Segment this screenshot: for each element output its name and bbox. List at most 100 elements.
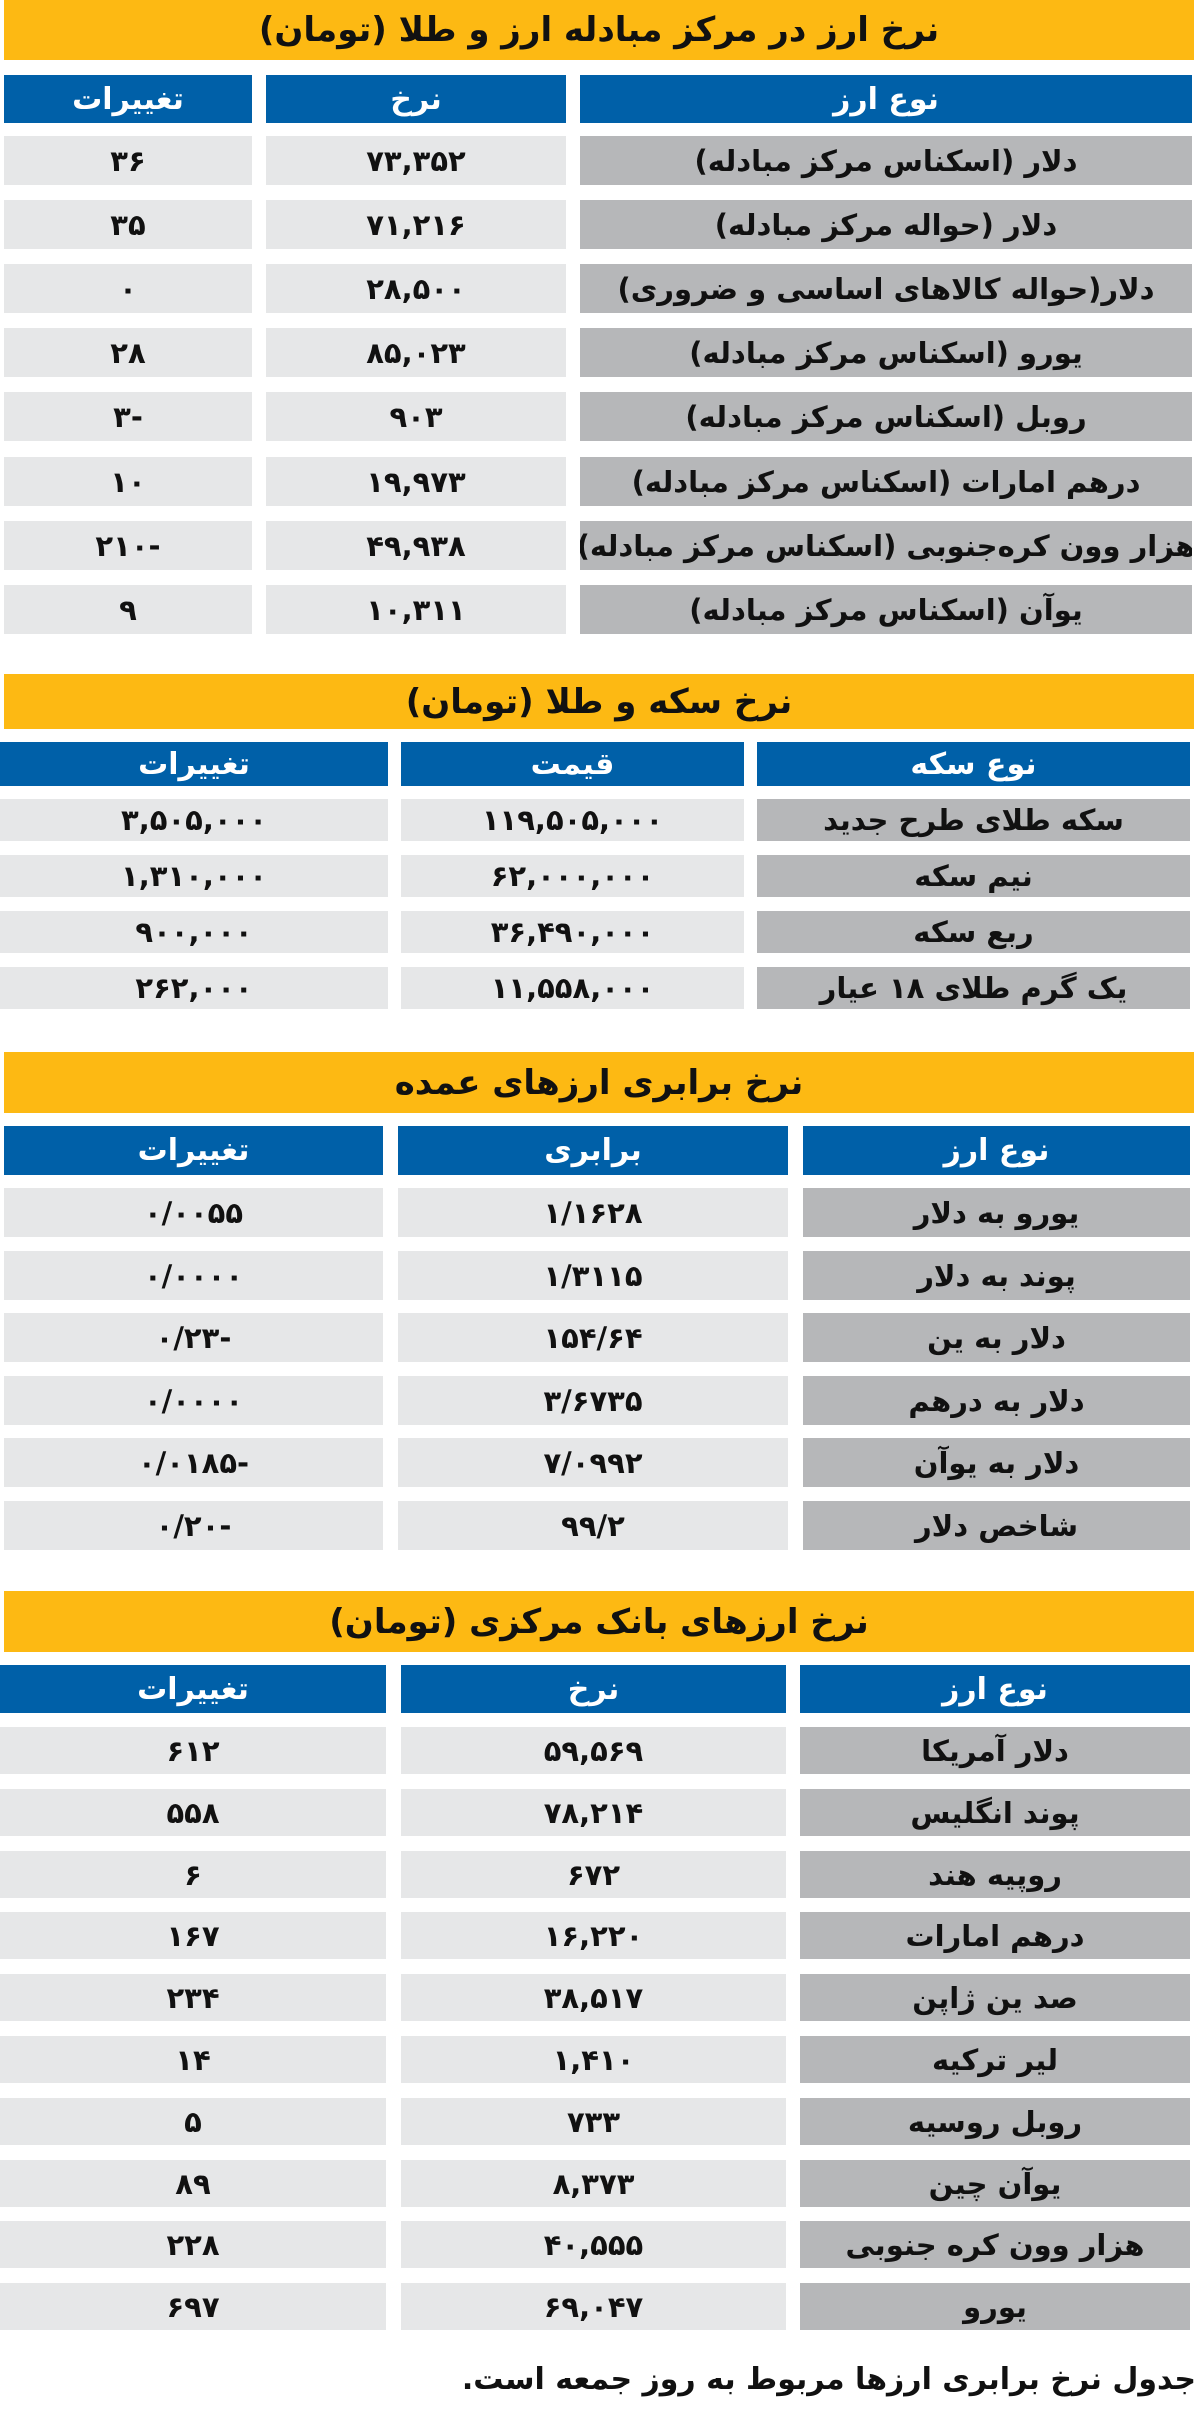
header-rate: نرخ	[401, 1665, 786, 1713]
table-row-change-cell: ۶۹۷	[0, 2283, 386, 2330]
table-row-currency-type-cell: شاخص دلار	[803, 1501, 1190, 1550]
table-row-currency-type-cell: پوند انگلیس	[800, 1789, 1190, 1836]
table-row-change-cell: -۰/۲۰	[4, 1501, 383, 1550]
table-row-currency-type-cell: دلار (حواله مرکز مبادله)	[580, 200, 1192, 249]
header-currency-type: نوع ارز	[803, 1126, 1190, 1175]
table-row-currency-type-cell: سکه طلای طرح جدید	[757, 799, 1190, 841]
table-row-change-cell: ۹	[4, 585, 252, 634]
table-row-currency-type-cell: صد ین ژاپن	[800, 1974, 1190, 2021]
table-row-rate-cell: ۳۸,۵۱۷	[401, 1974, 786, 2021]
table-row-change-cell: ۱۰	[4, 457, 252, 506]
header-rate: نرخ	[266, 75, 566, 123]
table-row-rate-cell: ۷۳۳	[401, 2098, 786, 2145]
table-row-currency-type-cell: یک گرم طلای ۱۸ عیار	[757, 967, 1190, 1009]
table-row-change-cell: ۰/۰۰۰۰	[4, 1376, 383, 1425]
table-row-rate-cell: ۴۰,۵۵۵	[401, 2221, 786, 2268]
table-row-change-cell: ۳۵	[4, 200, 252, 249]
table-row-currency-type-cell: نیم سکه	[757, 855, 1190, 897]
table-row-change-cell: ۰/۰۰۵۵	[4, 1188, 383, 1237]
table-row-rate-cell: ۱۰,۳۱۱	[266, 585, 566, 634]
table-row-change-cell: ۳,۵۰۵,۰۰۰	[0, 799, 388, 841]
table-row-change-cell: ۳۶	[4, 136, 252, 185]
table-row-rate-cell: ۱۵۴/۶۴	[398, 1313, 788, 1362]
table-row-rate-cell: ۵۹,۵۶۹	[401, 1727, 786, 1774]
table-row-change-cell: ۰	[4, 264, 252, 313]
table-row-rate-cell: ۸,۳۷۳	[401, 2160, 786, 2207]
table-row-rate-cell: ۶۲,۰۰۰,۰۰۰	[401, 855, 744, 897]
table-row-currency-type-cell: پوند به دلار	[803, 1251, 1190, 1300]
table-row-currency-type-cell: روپیه هند	[800, 1851, 1190, 1898]
central-bank-rates-title: نرخ ارزهای بانک مرکزی (تومان)	[4, 1591, 1194, 1652]
header-change: تغییرات	[4, 1126, 383, 1175]
table-row-rate-cell: ۱/۱۶۲۸	[398, 1188, 788, 1237]
table-row-change-cell: -۰/۲۳	[4, 1313, 383, 1362]
table-row-change-cell: ۰/۰۰۰۰	[4, 1251, 383, 1300]
table-row-change-cell: ۲۸	[4, 328, 252, 377]
header-rate: قیمت	[401, 742, 744, 786]
table-row-change-cell: ۶	[0, 1851, 386, 1898]
table-row-rate-cell: ۷۱,۲۱۶	[266, 200, 566, 249]
table-row-currency-type-cell: دلار آمریکا	[800, 1727, 1190, 1774]
table-row-change-cell: ۲۶۲,۰۰۰	[0, 967, 388, 1009]
table-row-change-cell: ۲۳۴	[0, 1974, 386, 2021]
table-row-rate-cell: ۱۹,۹۷۳	[266, 457, 566, 506]
table-row-currency-type-cell: یورو (اسکناس مرکز مبادله)	[580, 328, 1192, 377]
table-row-rate-cell: ۳۶,۴۹۰,۰۰۰	[401, 911, 744, 953]
table-row-rate-cell: ۶۹,۰۴۷	[401, 2283, 786, 2330]
table-row-rate-cell: ۶۷۲	[401, 1851, 786, 1898]
table-row-rate-cell: ۳/۶۷۳۵	[398, 1376, 788, 1425]
table-row-change-cell: ۶۱۲	[0, 1727, 386, 1774]
table-row-currency-type-cell: دلار به ین	[803, 1313, 1190, 1362]
coin-gold-rates-title: نرخ سکه و طلا (تومان)	[4, 674, 1194, 729]
table-row-rate-cell: ۹۹/۲	[398, 1501, 788, 1550]
table-row-change-cell: -۰/۰۱۸۵	[4, 1438, 383, 1487]
table-row-rate-cell: ۲۸,۵۰۰	[266, 264, 566, 313]
table-row-rate-cell: ۱,۴۱۰	[401, 2036, 786, 2083]
header-rate: برابری	[398, 1126, 788, 1175]
table-row-rate-cell: ۱۶,۲۲۰	[401, 1912, 786, 1959]
table-row-change-cell: ۲۲۸	[0, 2221, 386, 2268]
table-row-currency-type-cell: لیر ترکیه	[800, 2036, 1190, 2083]
header-change: تغییرات	[0, 1665, 386, 1713]
table-row-currency-type-cell: دلار به درهم	[803, 1376, 1190, 1425]
table-row-rate-cell: ۷/۰۹۹۲	[398, 1438, 788, 1487]
table-row-rate-cell: ۷۸,۲۱۴	[401, 1789, 786, 1836]
table-row-change-cell: -۳	[4, 392, 252, 441]
header-currency-type: نوع سکه	[757, 742, 1190, 786]
table-row-currency-type-cell: یورو	[800, 2283, 1190, 2330]
table-row-currency-type-cell: درهم امارات	[800, 1912, 1190, 1959]
header-currency-type: نوع ارز	[800, 1665, 1190, 1713]
table-row-rate-cell: ۱۱۹,۵۰۵,۰۰۰	[401, 799, 744, 841]
table-row-currency-type-cell: یورو به دلار	[803, 1188, 1190, 1237]
table-row-change-cell: -۲۱۰	[4, 521, 252, 570]
table-row-currency-type-cell: روبل (اسکناس مرکز مبادله)	[580, 392, 1192, 441]
table-row-rate-cell: ۷۳,۳۵۲	[266, 136, 566, 185]
major-currency-parity-title: نرخ برابری ارزهای عمده	[4, 1052, 1194, 1113]
table-row-currency-type-cell: دلار(حواله کالاهای اساسی و ضروری)	[580, 264, 1192, 313]
table-row-change-cell: ۱,۳۱۰,۰۰۰	[0, 855, 388, 897]
table-row-currency-type-cell: ربع سکه	[757, 911, 1190, 953]
table-row-change-cell: ۱۶۷	[0, 1912, 386, 1959]
table-row-change-cell: ۱۴	[0, 2036, 386, 2083]
header-change: تغییرات	[0, 742, 388, 786]
header-change: تغییرات	[4, 75, 252, 123]
table-row-rate-cell: ۴۹,۹۳۸	[266, 521, 566, 570]
table-row-rate-cell: ۱/۳۱۱۵	[398, 1251, 788, 1300]
table-row-currency-type-cell: درهم امارات (اسکناس مرکز مبادله)	[580, 457, 1192, 506]
table-row-currency-type-cell: یوآن چین	[800, 2160, 1190, 2207]
table-row-currency-type-cell: هزار وون کره‌جنوبی (اسکناس مرکز مبادله)	[580, 521, 1192, 570]
table-row-currency-type-cell: یوآن (اسکناس مرکز مبادله)	[580, 585, 1192, 634]
table-row-currency-type-cell: روبل روسیه	[800, 2098, 1190, 2145]
table-row-rate-cell: ۹۰۳	[266, 392, 566, 441]
header-currency-type: نوع ارز	[580, 75, 1192, 123]
table-row-currency-type-cell: دلار به یوآن	[803, 1438, 1190, 1487]
footnote: جدول نرخ برابری ارزها مربوط به روز جمعه …	[461, 2362, 1196, 2397]
table-row-currency-type-cell: دلار (اسکناس مرکز مبادله)	[580, 136, 1192, 185]
table-row-change-cell: ۵	[0, 2098, 386, 2145]
table-row-change-cell: ۹۰۰,۰۰۰	[0, 911, 388, 953]
table-row-rate-cell: ۸۵,۰۲۳	[266, 328, 566, 377]
table-row-change-cell: ۸۹	[0, 2160, 386, 2207]
exchange-center-rates-title: نرخ ارز در مرکز مبادله ارز و طلا (تومان)	[4, 0, 1194, 60]
table-row-change-cell: ۵۵۸	[0, 1789, 386, 1836]
table-row-rate-cell: ۱۱,۵۵۸,۰۰۰	[401, 967, 744, 1009]
